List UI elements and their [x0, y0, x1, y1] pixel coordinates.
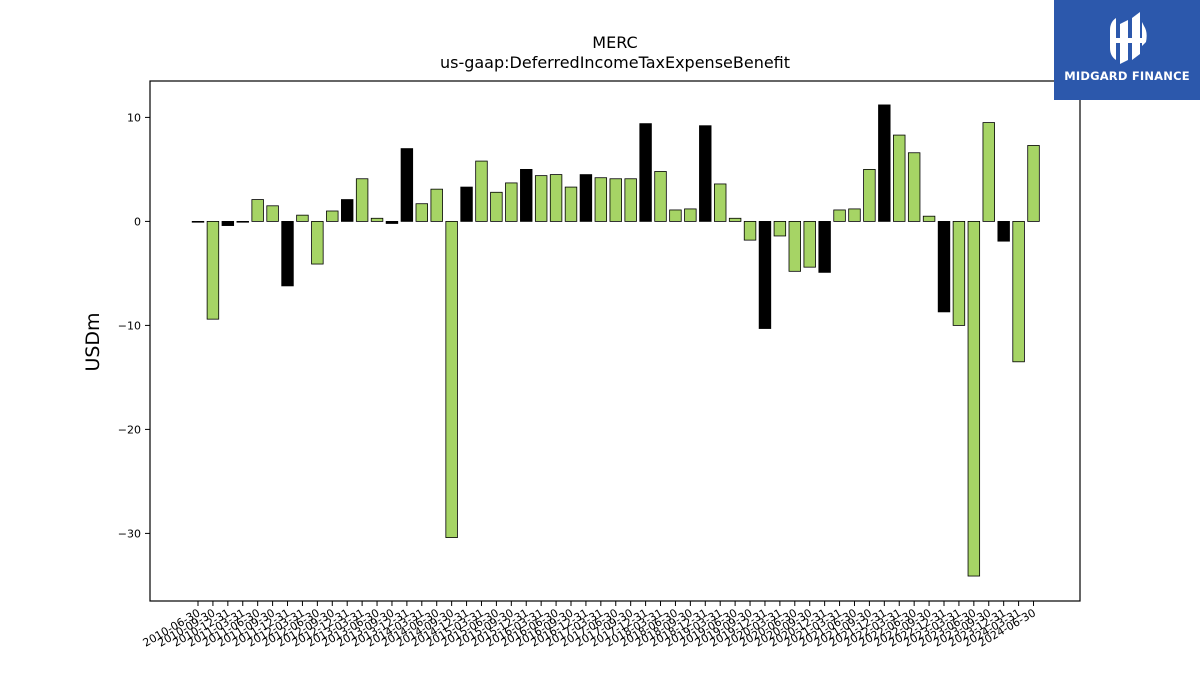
y-axis-ticks: 10 0 −10 −20 −30	[118, 111, 150, 540]
bar-2022-06-30	[907, 152, 921, 222]
bar-2010-12-31	[221, 220, 235, 226]
bar-2023-06-30	[967, 220, 981, 577]
y-tick-label: 0	[134, 215, 141, 228]
bar-2011-09-30	[266, 205, 279, 222]
bar-2021-12-31	[878, 104, 891, 222]
bar-2017-12-31	[639, 123, 652, 222]
bar-2012-12-31	[340, 199, 354, 222]
bar-2019-12-31	[758, 220, 772, 329]
bar-2020-09-30	[803, 220, 816, 268]
bar-2011-03-31	[236, 220, 249, 223]
bar-2019-06-30	[728, 217, 742, 222]
bar-2019-03-31	[714, 183, 727, 222]
bar-2013-09-30	[385, 220, 399, 224]
bar-2015-12-31	[520, 168, 533, 222]
bar-2020-03-31	[773, 220, 787, 237]
bar-2012-03-31	[296, 214, 309, 222]
y-tick-label: 10	[127, 111, 141, 124]
bars-group	[191, 104, 1040, 577]
bar-2017-09-30	[624, 178, 637, 222]
bar-2014-09-30	[445, 220, 458, 538]
bar-2010-09-30	[206, 220, 220, 320]
bar-2018-12-31	[699, 125, 712, 222]
chart-subtitle: us-gaap:DeferredIncomeTaxExpenseBenefit	[440, 53, 790, 72]
chart-title: MERC	[592, 33, 637, 52]
bar-2012-09-30	[326, 210, 339, 222]
y-tick-label: −20	[118, 423, 141, 436]
bar-2023-03-31	[952, 220, 966, 326]
bar-2011-12-31	[281, 220, 294, 287]
bar-2013-12-31	[400, 148, 414, 222]
bar-2021-03-31	[833, 209, 846, 222]
bar-2022-03-31	[893, 134, 906, 222]
bar-2016-03-31	[534, 175, 548, 222]
bar-2016-06-30	[549, 174, 563, 222]
brand-name: MIDGARD FINANCE	[1064, 69, 1190, 83]
bar-2016-09-30	[564, 186, 578, 222]
bar-2023-12-31	[997, 220, 1010, 242]
bar-2017-03-31	[594, 177, 608, 222]
bar-2010-06-30	[191, 220, 205, 223]
brand-logo: MIDGARD FINANCE	[1054, 0, 1200, 100]
bar-2020-12-31	[818, 220, 831, 273]
y-tick-label: −30	[118, 527, 141, 540]
y-tick-label: −10	[118, 319, 141, 332]
bar-2023-09-30	[982, 122, 995, 222]
bar-2013-03-31	[355, 178, 369, 222]
bar-2014-03-31	[415, 203, 429, 222]
bar-2022-09-30	[922, 215, 936, 222]
bar-2015-09-30	[505, 182, 518, 222]
bar-2021-06-30	[848, 208, 861, 222]
midgard-logo-icon	[1110, 12, 1147, 64]
bar-2024-03-31	[1012, 220, 1025, 363]
bar-2021-09-30	[863, 168, 876, 222]
bar-2015-03-31	[475, 160, 488, 222]
bar-2013-06-30	[370, 217, 384, 222]
bar-2018-09-30	[684, 208, 697, 222]
bar-2024-06-30	[1027, 145, 1040, 222]
bar-2022-12-31	[937, 220, 951, 313]
x-axis-ticks: 2010-06-302010-09-302010-12-312011-03-31…	[141, 601, 1038, 650]
bar-2012-06-30	[311, 220, 324, 265]
bar-2018-03-31	[654, 171, 667, 222]
bar-2015-06-30	[490, 191, 503, 222]
bar-2019-09-30	[743, 220, 757, 241]
bar-2017-06-30	[609, 178, 622, 222]
bar-2011-06-30	[251, 199, 264, 222]
bar-2016-12-31	[579, 174, 593, 222]
plot-area-frame	[149, 80, 1081, 602]
bar-2014-12-31	[460, 186, 473, 222]
bar-2020-06-30	[788, 220, 802, 272]
y-axis-label: USDm	[82, 312, 104, 371]
bar-2018-06-30	[669, 209, 682, 222]
bar-2014-06-30	[430, 188, 443, 222]
